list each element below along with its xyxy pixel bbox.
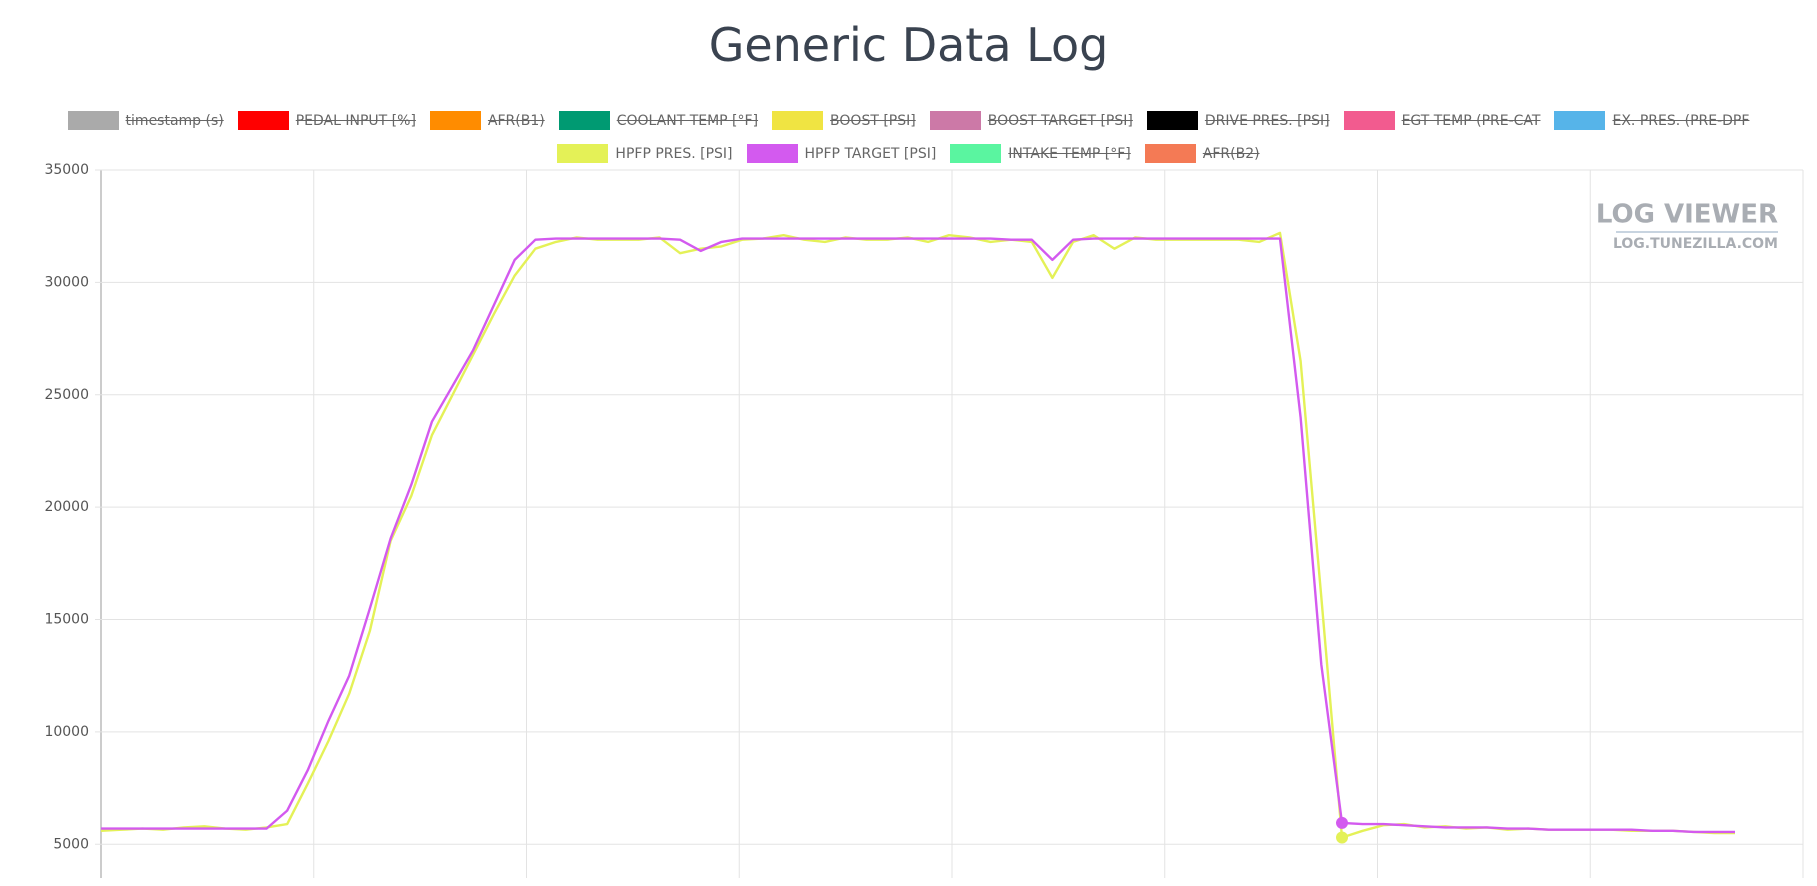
legend-label: INTAKE TEMP [°F]: [1008, 145, 1131, 162]
legend-swatch: [1144, 144, 1196, 163]
plot-area: 5000 10000 15000 20000 25000 30000 35000: [44, 162, 1804, 878]
legend-swatch: [557, 144, 609, 163]
legend-swatch: [929, 111, 981, 130]
y-tick-label: 20000: [44, 499, 89, 515]
legend-label: timestamp (s): [125, 112, 224, 129]
legend-item[interactable]: COOLANT TEMP [°F]: [558, 111, 759, 130]
legend-item[interactable]: HPFP TARGET [PSI]: [746, 144, 937, 163]
legend-label: EX. PRES. (PRE-DPF: [1612, 112, 1750, 129]
legend-label: COOLANT TEMP [°F]: [616, 112, 759, 129]
legend-item[interactable]: EX. PRES. (PRE-DPF: [1554, 111, 1749, 130]
legend-swatch: [772, 111, 824, 130]
series-line: [101, 237, 1735, 834]
legend-swatch: [1146, 111, 1198, 130]
legend-label: BOOST [PSI]: [830, 112, 916, 129]
legend-swatch: [1343, 111, 1395, 130]
legend-swatch: [558, 111, 610, 130]
legend-item[interactable]: DRIVE PRES. [PSI]: [1146, 111, 1330, 130]
legend-swatch: [237, 111, 289, 130]
watermark-subtitle: LOG.TUNEZILLA.COM: [1613, 236, 1778, 252]
legend-item[interactable]: BOOST [PSI]: [772, 111, 916, 130]
watermark-title: LOG VIEWER: [1596, 200, 1778, 230]
legend-label: HPFP PRES. [PSI]: [615, 145, 733, 162]
legend-swatch: [429, 111, 481, 130]
legend-item[interactable]: AFR(B1): [429, 111, 545, 130]
legend-label: AFR(B1): [487, 112, 545, 129]
legend-item[interactable]: EGT TEMP (PRE-CAT: [1343, 111, 1541, 130]
legend-item[interactable]: BOOST TARGET [PSI]: [929, 111, 1133, 130]
legend-swatch: [950, 144, 1002, 163]
legend: timestamp (s) PEDAL INPUT [%] AFR(B1) COOLA…: [0, 104, 1817, 170]
y-tick-label: 25000: [44, 387, 89, 403]
y-tick-label: 30000: [44, 274, 89, 290]
legend-swatch: [746, 144, 798, 163]
legend-label: PEDAL INPUT [%]: [295, 112, 416, 129]
legend-label: AFR(B2): [1202, 145, 1260, 162]
y-tick-label: 15000: [44, 612, 89, 628]
hover-point: [1336, 831, 1349, 844]
legend-label: DRIVE PRES. [PSI]: [1204, 112, 1330, 129]
legend-item[interactable]: timestamp (s): [67, 111, 224, 130]
legend-swatch: [1554, 111, 1606, 130]
y-tick-label: 10000: [44, 724, 89, 740]
legend-item[interactable]: HPFP PRES. [PSI]: [557, 144, 733, 163]
y-tick-label: 35000: [44, 162, 89, 178]
legend-row: HPFP PRES. [PSI] HPFP TARGET [PSI] INTAKE …: [0, 137, 1817, 170]
legend-item[interactable]: PEDAL INPUT [%]: [237, 111, 416, 130]
legend-item[interactable]: AFR(B2): [1144, 144, 1260, 163]
series-line: [100, 231, 1735, 839]
legend-label: HPFP TARGET [PSI]: [804, 145, 937, 162]
legend-item[interactable]: INTAKE TEMP [°F]: [950, 144, 1131, 163]
legend-swatch: [67, 111, 119, 130]
legend-label: EGT TEMP (PRE-CAT: [1401, 112, 1541, 129]
legend-row: timestamp (s) PEDAL INPUT [%] AFR(B1) COOLA…: [0, 104, 1817, 137]
y-tick-label: 5000: [53, 836, 89, 852]
hover-point: [1336, 816, 1349, 829]
legend-label: BOOST TARGET [PSI]: [987, 112, 1133, 129]
chart-title: Generic Data Log: [708, 18, 1109, 72]
